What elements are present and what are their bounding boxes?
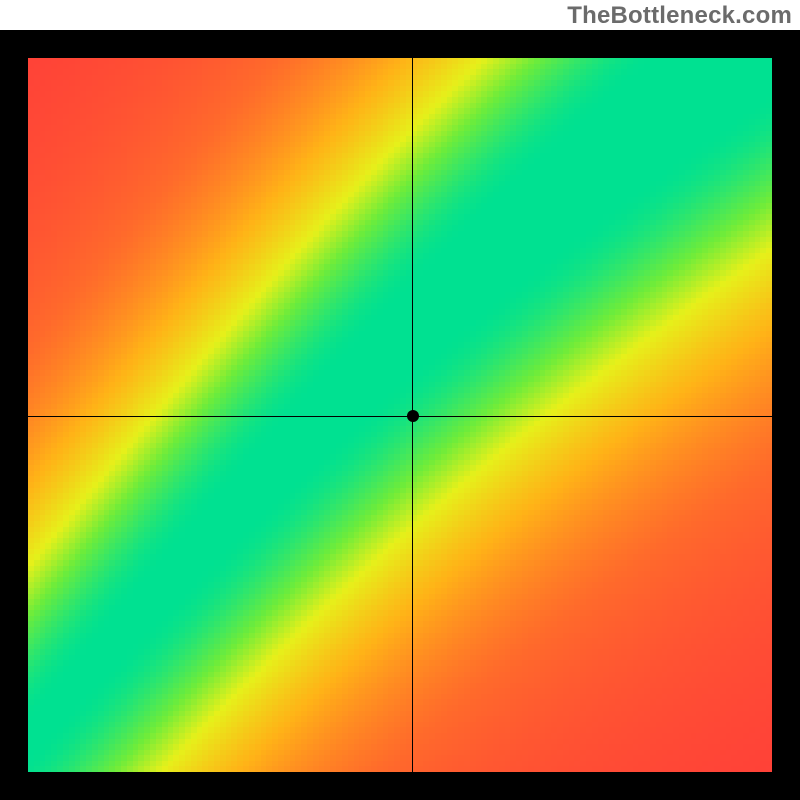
plot-area [28, 58, 772, 772]
plot-black-frame [0, 30, 800, 800]
bottleneck-heatmap-figure: { "watermark": { "text": "TheBottleneck.… [0, 0, 800, 800]
bottleneck-heatmap-canvas [28, 58, 772, 772]
watermark-text: TheBottleneck.com [567, 2, 792, 30]
